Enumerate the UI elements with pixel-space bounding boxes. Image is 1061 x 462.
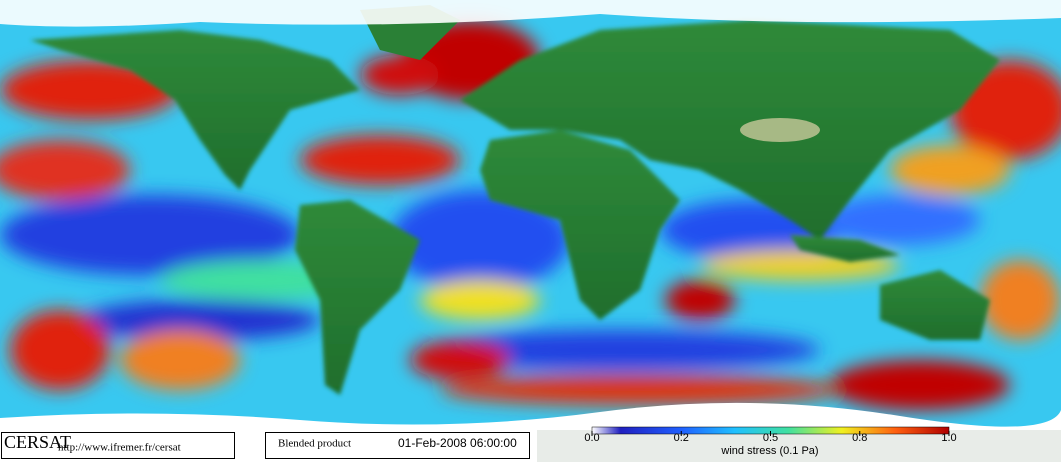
brand: CERSAT [4, 432, 71, 452]
continents [30, 20, 1000, 395]
source-box [1, 432, 235, 459]
wind-field [0, 0, 1061, 430]
colorbar-tick-label: 0.2 [674, 432, 689, 444]
colorbar-tick-label: 0.0 [584, 432, 599, 444]
colorbar-tick-label: 0.5 [763, 432, 778, 444]
colorbar-tick-label: 1.0 [941, 432, 956, 444]
arctic [0, 0, 1061, 27]
url: http://www.ifremer.fr/cersat [58, 442, 181, 454]
date: 01-Feb-2008 06:00:00 [398, 436, 517, 450]
footer-map-strip [537, 430, 1061, 462]
product-box [265, 432, 530, 459]
colorbar-tick-label: 0.8 [852, 432, 867, 444]
antarctica [0, 402, 1061, 430]
product: Blended product [278, 438, 351, 450]
colorbar-label: wind stress (0.1 Pa) [720, 445, 818, 457]
plateau [740, 118, 820, 142]
